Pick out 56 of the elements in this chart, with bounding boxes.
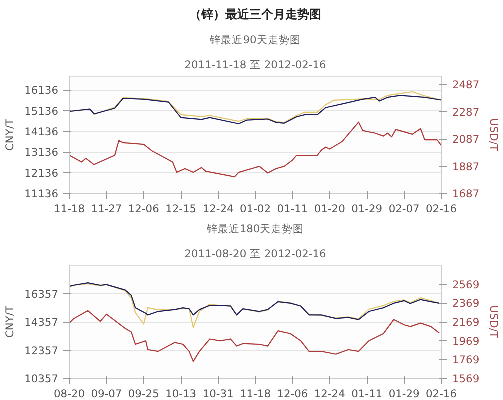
x-tick-label: 02-16 — [426, 388, 458, 400]
y-tick-label: 10357 — [24, 372, 59, 386]
y2-axis-title: USD/T — [488, 118, 501, 152]
x-tick-label: 11-18 — [240, 388, 272, 400]
y-tick-label: 12136 — [24, 166, 59, 180]
line-series — [70, 282, 440, 320]
chart-title: 锌最近90天走势图 — [209, 34, 301, 46]
chart-title: 锌最近180天走势图 — [206, 222, 304, 236]
text: （锌）最近三个月走势图 — [190, 8, 322, 22]
line-series — [70, 283, 440, 328]
x-tick-label: 09-07 — [91, 388, 122, 400]
x-tick-label: 12-15 — [166, 202, 197, 216]
x-tick-label: 01-20 — [314, 202, 346, 216]
y2-axis-title: USD/T — [488, 306, 501, 339]
y2-tick-label: 2169 — [452, 316, 480, 329]
x-tick-label: 01-11 — [277, 202, 308, 216]
y-tick-label: 15136 — [24, 104, 59, 118]
y2-tick-label: 1969 — [452, 334, 480, 348]
line-series — [70, 310, 440, 362]
line-series — [70, 122, 442, 178]
y2-tick-label: 2487 — [452, 78, 480, 92]
x-tick-label: 12-06 — [128, 202, 160, 216]
x-tick-label: 10-31 — [202, 388, 234, 400]
x-tick-label: 08-20 — [54, 388, 86, 400]
y2-tick-label: 1687 — [452, 188, 480, 200]
y2-tick-label: 2569 — [452, 278, 480, 292]
y-tick-label: 11136 — [24, 188, 59, 200]
y-tick-label: 14357 — [24, 316, 59, 329]
x-tick-label: 11-18 — [54, 202, 86, 216]
y-tick-label: 16136 — [24, 84, 59, 98]
x-tick-label: 12-24 — [314, 388, 346, 400]
x-tick-label: 10-13 — [166, 388, 197, 400]
y2-tick-label: 1769 — [452, 354, 480, 367]
y2-tick-label: 1569 — [452, 372, 480, 386]
chart-subtitle: 2011-11-18 至 2012-02-16 — [184, 58, 327, 72]
x-tick-label: 12-24 — [202, 202, 234, 216]
x-tick-label: 01-02 — [240, 202, 271, 216]
x-tick-label: 02-07 — [388, 202, 420, 216]
y2-tick-label: 2287 — [452, 106, 480, 119]
chart-subtitle: 2011-08-20 至 2012-02-16 — [184, 248, 327, 260]
y2-tick-label: 1887 — [452, 160, 480, 174]
y-axis-title: CNY/T — [4, 118, 17, 152]
y-tick-label: 16357 — [24, 288, 59, 301]
x-tick-label: 01-29 — [388, 388, 420, 400]
y2-tick-label: 2369 — [452, 297, 480, 310]
x-tick-label: 12-06 — [277, 388, 308, 400]
x-tick-label: 02-16 — [426, 202, 458, 216]
x-tick-label: 01-11 — [352, 388, 383, 400]
y-tick-label: 14136 — [24, 126, 59, 139]
x-tick-label: 01-29 — [352, 202, 383, 216]
y2-tick-label: 2087 — [452, 133, 480, 146]
y-tick-label: 12357 — [24, 344, 59, 358]
y-axis-title: CNY/T — [4, 306, 17, 338]
x-tick-label: 09-25 — [128, 388, 160, 400]
y-tick-label: 13136 — [24, 146, 59, 160]
x-tick-label: 11-27 — [91, 202, 122, 216]
